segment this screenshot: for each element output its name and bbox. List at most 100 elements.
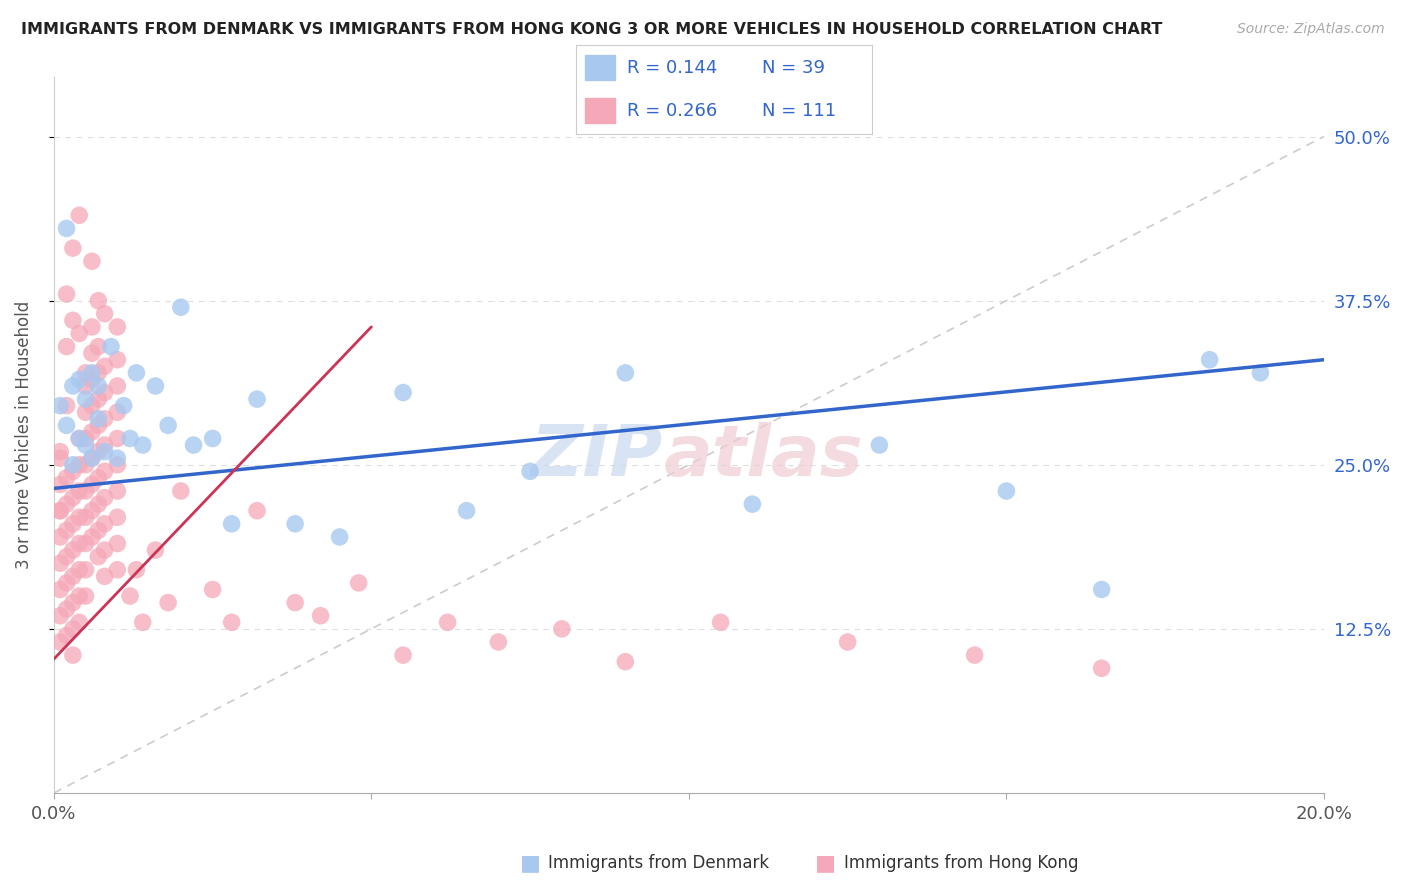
Point bbox=[75, 392, 97, 406]
Point bbox=[170, 300, 193, 314]
Point bbox=[67, 432, 90, 446]
Point bbox=[221, 516, 243, 531]
Point bbox=[329, 530, 352, 544]
Point bbox=[55, 221, 77, 235]
Point bbox=[80, 366, 103, 380]
Point bbox=[55, 524, 77, 538]
Point bbox=[1198, 352, 1220, 367]
Point bbox=[75, 483, 97, 498]
Point bbox=[614, 366, 637, 380]
Point bbox=[486, 635, 509, 649]
Point bbox=[93, 543, 115, 558]
Point bbox=[183, 438, 205, 452]
Point bbox=[49, 582, 72, 597]
Point bbox=[55, 602, 77, 616]
Point bbox=[87, 340, 110, 354]
Point bbox=[49, 477, 72, 491]
Text: ZIP: ZIP bbox=[531, 422, 664, 491]
Point bbox=[80, 451, 103, 466]
Point bbox=[62, 313, 84, 327]
Point bbox=[80, 504, 103, 518]
Point bbox=[75, 405, 97, 419]
Point bbox=[55, 575, 77, 590]
Point bbox=[347, 575, 370, 590]
Point bbox=[80, 372, 103, 386]
Point bbox=[67, 326, 90, 341]
Point bbox=[93, 464, 115, 478]
Point bbox=[87, 379, 110, 393]
Point bbox=[118, 432, 141, 446]
Point bbox=[93, 359, 115, 374]
Point bbox=[55, 287, 77, 301]
Point bbox=[55, 340, 77, 354]
Point bbox=[93, 569, 115, 583]
Point bbox=[55, 418, 77, 433]
Point bbox=[87, 392, 110, 406]
Point bbox=[49, 608, 72, 623]
Point bbox=[93, 438, 115, 452]
Point bbox=[49, 444, 72, 458]
Point bbox=[551, 622, 574, 636]
Point bbox=[614, 655, 637, 669]
Text: atlas: atlas bbox=[664, 422, 863, 491]
Point bbox=[87, 524, 110, 538]
Point bbox=[80, 425, 103, 439]
Point bbox=[519, 464, 541, 478]
Point bbox=[87, 444, 110, 458]
Point bbox=[62, 491, 84, 505]
Point bbox=[62, 596, 84, 610]
Point bbox=[170, 483, 193, 498]
Point bbox=[93, 412, 115, 426]
Text: R = 0.144: R = 0.144 bbox=[627, 59, 717, 77]
Point bbox=[80, 346, 103, 360]
Point bbox=[62, 379, 84, 393]
Point bbox=[145, 379, 167, 393]
Point bbox=[246, 392, 269, 406]
Point bbox=[87, 366, 110, 380]
Text: IMMIGRANTS FROM DENMARK VS IMMIGRANTS FROM HONG KONG 3 OR MORE VEHICLES IN HOUSE: IMMIGRANTS FROM DENMARK VS IMMIGRANTS FR… bbox=[21, 22, 1163, 37]
Point bbox=[1249, 366, 1271, 380]
Text: Immigrants from Denmark: Immigrants from Denmark bbox=[548, 855, 769, 872]
Point bbox=[309, 608, 332, 623]
Point bbox=[145, 543, 167, 558]
Point bbox=[62, 543, 84, 558]
Point bbox=[62, 464, 84, 478]
Point bbox=[49, 451, 72, 466]
Point bbox=[105, 319, 128, 334]
Point bbox=[75, 458, 97, 472]
Point bbox=[105, 563, 128, 577]
Point bbox=[80, 530, 103, 544]
Point bbox=[87, 293, 110, 308]
Point bbox=[105, 510, 128, 524]
Point bbox=[62, 648, 84, 662]
Point bbox=[125, 366, 148, 380]
Point bbox=[118, 589, 141, 603]
Text: N = 39: N = 39 bbox=[762, 59, 825, 77]
Point bbox=[67, 563, 90, 577]
Point bbox=[100, 340, 122, 354]
Point bbox=[62, 516, 84, 531]
Point bbox=[995, 483, 1018, 498]
Point bbox=[67, 615, 90, 630]
Point bbox=[157, 596, 180, 610]
Text: Immigrants from Hong Kong: Immigrants from Hong Kong bbox=[844, 855, 1078, 872]
Point bbox=[221, 615, 243, 630]
Bar bbox=[585, 98, 614, 123]
Bar bbox=[585, 55, 614, 80]
Point bbox=[87, 412, 110, 426]
Point bbox=[49, 635, 72, 649]
Point bbox=[67, 510, 90, 524]
Point bbox=[436, 615, 458, 630]
Point bbox=[75, 589, 97, 603]
Point bbox=[49, 504, 72, 518]
Point bbox=[87, 471, 110, 485]
Point bbox=[67, 432, 90, 446]
Point bbox=[75, 432, 97, 446]
Point bbox=[87, 497, 110, 511]
Point bbox=[80, 477, 103, 491]
Point bbox=[1091, 582, 1114, 597]
Point bbox=[93, 491, 115, 505]
Point bbox=[55, 628, 77, 642]
Point bbox=[105, 432, 128, 446]
Point bbox=[105, 483, 128, 498]
